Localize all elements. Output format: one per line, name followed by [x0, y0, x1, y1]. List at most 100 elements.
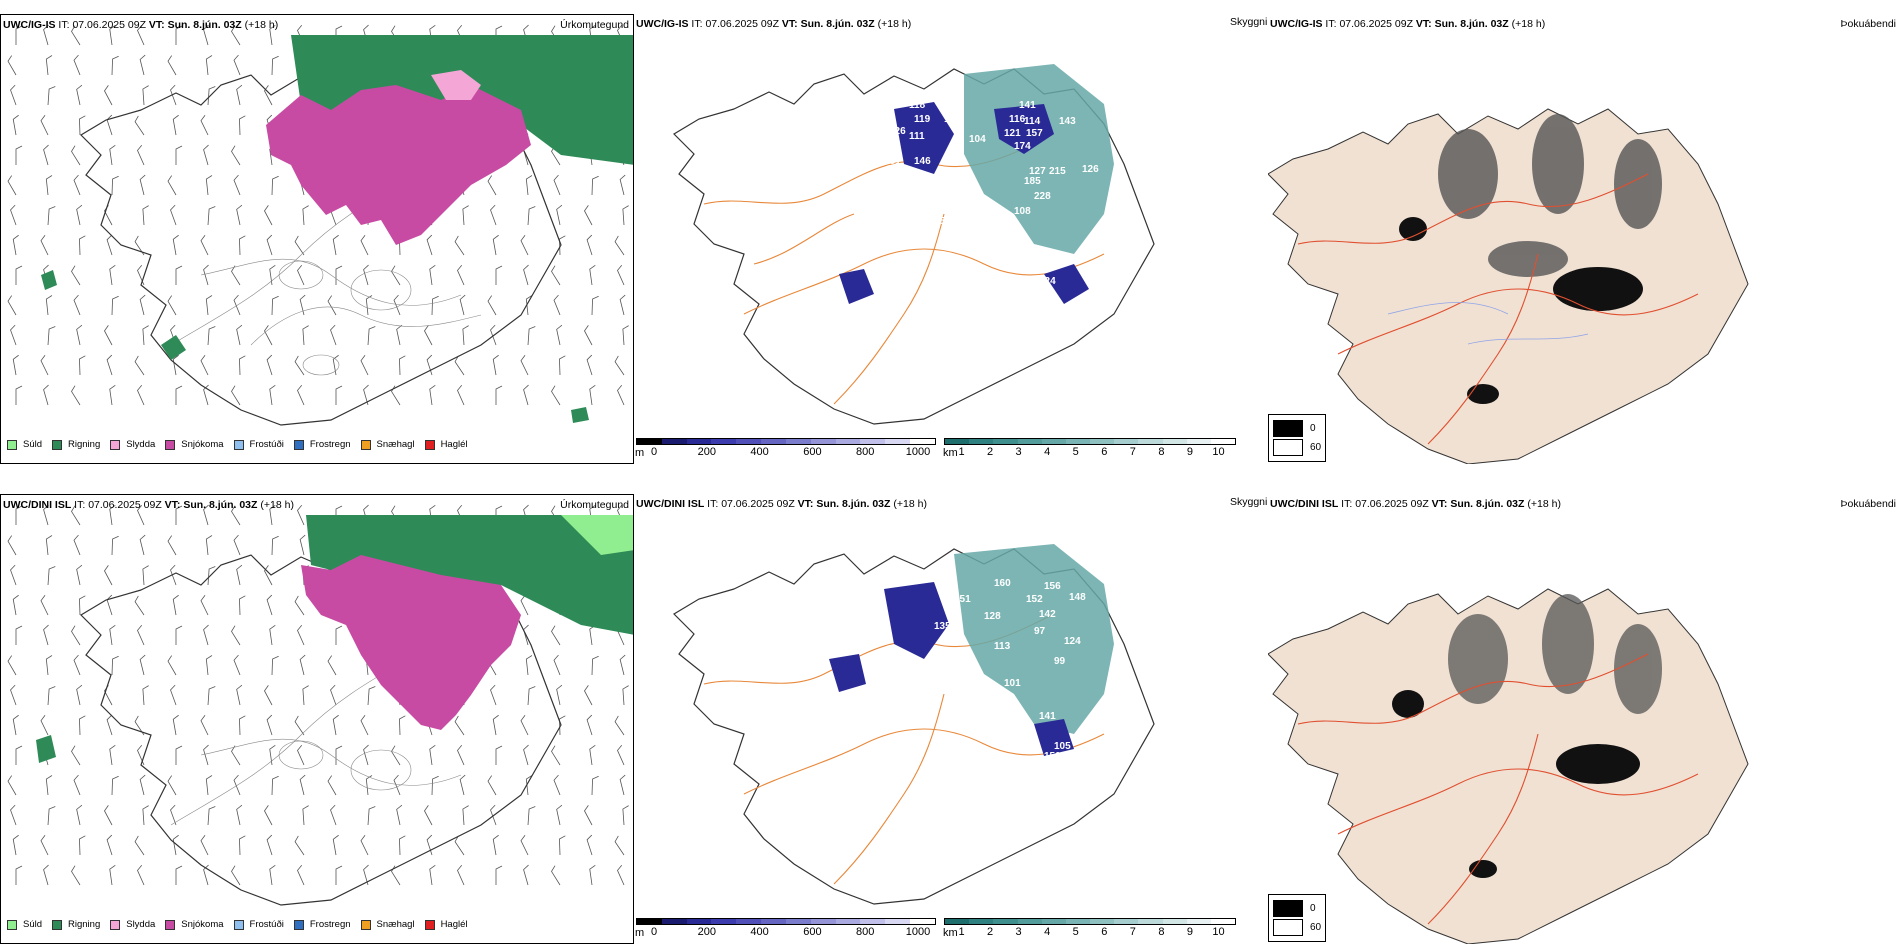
panel-title: UWC/IG-IS IT: 07.06.2025 09Z VT: Sun. 8.…	[3, 19, 279, 31]
height-bar-segment	[736, 919, 762, 924]
wind-barb	[266, 834, 273, 856]
height-bar-tick: 200	[697, 926, 716, 938]
wind-barb	[264, 205, 273, 226]
wind-barb	[269, 865, 276, 886]
wind-barb	[360, 355, 369, 376]
visibility-map: 156 160 152 148 98 151 142 128 97 124 135 113 99 101 9…	[673, 544, 1155, 905]
wind-barb	[556, 684, 563, 706]
wind-barb	[525, 775, 533, 796]
km-bar-tick: 10	[1212, 926, 1225, 938]
legend-swatch	[293, 919, 304, 930]
visibility-value: 113	[994, 641, 1011, 652]
wind-barb	[399, 835, 406, 856]
legend-swatch	[360, 439, 371, 450]
wind-barb	[172, 354, 179, 376]
km-bar-tick: 3	[1015, 926, 1022, 938]
wind-barb	[43, 144, 49, 166]
wind-barb	[231, 145, 241, 166]
wind-barb	[492, 834, 499, 856]
height-bar-segment	[835, 439, 861, 444]
wind-barb	[459, 774, 466, 796]
wind-barb	[266, 234, 273, 256]
wind-barb	[302, 205, 309, 226]
visibility-blue-4	[839, 269, 874, 304]
visibility-green	[964, 64, 1114, 254]
visibility-value: 146	[914, 156, 931, 167]
wind-barb	[45, 295, 53, 316]
km-bar-segment	[969, 919, 994, 924]
wind-barb	[12, 354, 19, 376]
legend-item: Snjókoma	[165, 439, 224, 450]
wind-barb	[396, 804, 403, 826]
wind-barb	[43, 384, 49, 406]
wind-barb	[47, 326, 56, 346]
wind-barb	[200, 715, 209, 736]
visibility-value: 185	[1024, 176, 1041, 187]
panel-field-label: Skyggni	[1230, 496, 1268, 508]
wind-barb	[614, 715, 625, 736]
wind-barb	[520, 715, 529, 736]
fog-panel-1: UWC/IG-IS IT: 07.06.2025 09Z VT: Sun. 8.…	[1268, 14, 1900, 464]
wind-barb	[45, 535, 53, 556]
wind-barb	[200, 355, 209, 376]
wind-barb	[271, 655, 279, 676]
wind-barb	[109, 745, 116, 766]
wind-barb	[205, 535, 213, 556]
wind-barb	[137, 504, 145, 526]
legend-item: Haglél	[424, 439, 468, 450]
km-bar-tick: 1	[958, 926, 965, 938]
visibility-value: 101	[989, 224, 1006, 235]
wind-barb	[584, 205, 593, 226]
wind-barb	[106, 714, 113, 736]
wind-barb	[591, 295, 599, 316]
wind-barb	[239, 715, 246, 736]
wind-barb	[424, 805, 433, 826]
visibility-value: 124	[1039, 276, 1056, 287]
precip-type-panel-2: UWC/DINI ISL IT: 07.06.2025 09Z VT: Sun.…	[0, 494, 634, 944]
height-bar-segment	[860, 919, 886, 924]
visibility-value: 121	[1004, 128, 1021, 139]
wind-barb	[172, 234, 179, 256]
wind-barb	[330, 804, 337, 826]
wind-barb	[302, 685, 309, 706]
km-bar-tick: 5	[1072, 926, 1079, 938]
wind-barb	[47, 206, 56, 226]
legend-label: Snæhagl	[376, 919, 415, 930]
wind-barb	[495, 745, 503, 765]
height-bar-segment	[661, 919, 687, 924]
wind-barb	[71, 865, 81, 886]
wind-barb	[429, 745, 436, 766]
wind-barb	[71, 25, 81, 46]
wind-barb	[231, 385, 241, 406]
visibility-value: 152	[1026, 594, 1043, 605]
wind-barb	[233, 54, 241, 76]
km-bar-tick: 10	[1212, 446, 1225, 458]
wind-barb	[139, 774, 146, 796]
wind-barb	[137, 384, 145, 406]
km-bar-segment	[1114, 439, 1139, 444]
km-bar-segment	[1114, 919, 1139, 924]
km-bar-segment	[1210, 919, 1236, 924]
wind-barb	[170, 684, 177, 706]
wind-barb	[7, 655, 17, 676]
wind-barb	[175, 25, 183, 45]
wind-barb	[457, 744, 465, 766]
wind-barb	[367, 806, 376, 826]
panel-field-label: Þokuábendi	[1840, 498, 1896, 510]
panel-field-label: Þokuábendi	[1840, 18, 1896, 30]
wind-barb	[7, 175, 17, 196]
visibility-value: 126	[1082, 164, 1099, 175]
wind-barb	[175, 145, 183, 165]
legend-swatch	[52, 439, 63, 450]
wind-barb	[619, 174, 626, 196]
wind-barb	[236, 684, 243, 706]
wind-barb	[591, 775, 599, 796]
wind-barb	[205, 655, 213, 676]
wind-barb	[167, 175, 177, 196]
wind-barb	[393, 774, 401, 796]
wind-barb	[586, 834, 593, 856]
wind-barb	[12, 114, 19, 136]
visibility-value: 163	[944, 104, 961, 115]
wind-barb	[335, 745, 343, 765]
legend-item: Haglél	[424, 919, 468, 930]
